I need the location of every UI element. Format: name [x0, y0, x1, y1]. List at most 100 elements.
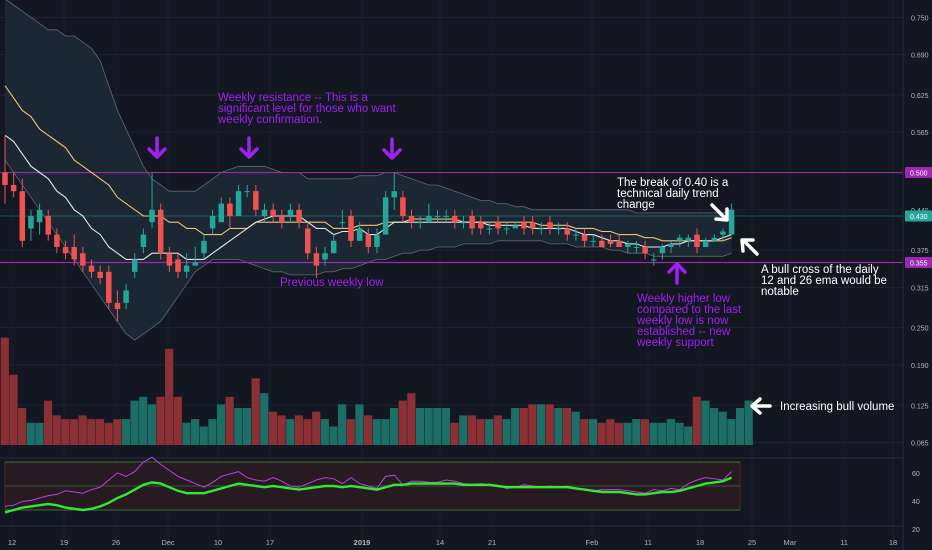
candle-body	[80, 253, 86, 266]
time-axis: 12 19 26 Dec 10 17 2019 14 21 Feb 11 18 25 Mar 11 18	[8, 538, 897, 547]
volume-bar	[614, 422, 624, 445]
annotation-bull-cross: A bull cross of the daily 12 and 26 ema …	[761, 264, 887, 298]
candle-body	[478, 222, 484, 229]
arrow-down-icon	[382, 137, 402, 160]
candle-body	[140, 234, 147, 248]
volume-bar	[294, 415, 303, 445]
volume-bar	[260, 393, 269, 445]
candle-body	[685, 237, 692, 241]
candle-body	[132, 259, 138, 272]
candle-body	[434, 215, 441, 217]
candle-body	[616, 240, 622, 248]
price-tick-label: 0.625	[911, 93, 929, 100]
volume-bar	[415, 408, 425, 445]
time-tick-label: Dec	[161, 538, 175, 547]
volume-bar	[459, 415, 468, 445]
volume-bar	[156, 396, 165, 445]
candle-body	[166, 253, 173, 266]
candle-body	[2, 172, 8, 185]
candle-body	[443, 215, 449, 217]
volume-bar	[684, 426, 693, 445]
candle-body	[564, 228, 570, 235]
volume-bar	[571, 411, 580, 445]
volume-bar	[338, 404, 347, 445]
candle-body	[106, 271, 112, 303]
candle-body	[503, 228, 510, 230]
candle-body	[183, 265, 190, 272]
volume-bar	[165, 348, 174, 445]
volume-bar	[701, 400, 710, 445]
candle-body	[728, 209, 735, 235]
candle-body	[486, 228, 493, 230]
time-tick-label: 2019	[354, 538, 371, 547]
candle-body	[322, 253, 328, 260]
volume-bar	[113, 419, 122, 445]
candle-body	[244, 191, 250, 193]
arrow-diagonal-icon	[710, 203, 729, 222]
annotation-previous-weekly-low: Previous weekly low	[280, 277, 384, 289]
volume-bar	[727, 419, 736, 445]
time-tick-label: 18	[889, 538, 897, 547]
volume-bar	[0, 337, 9, 445]
annotation-arrows	[147, 136, 772, 415]
candle-body	[175, 259, 181, 272]
time-tick-label: 26	[112, 538, 120, 547]
candle-body	[149, 209, 155, 223]
time-tick-label: 17	[266, 538, 274, 547]
volume-bar	[692, 396, 701, 445]
volume-bar	[277, 415, 286, 445]
volume-bar	[511, 408, 520, 445]
volume-bar	[502, 419, 511, 445]
candle-body	[62, 247, 69, 254]
candle-body	[460, 222, 467, 224]
arrow-left-icon	[750, 397, 772, 415]
time-tick-label: Mar	[784, 538, 797, 547]
candle-body	[720, 231, 726, 235]
arrow-diagonal-icon	[740, 238, 759, 256]
candle-body	[97, 271, 103, 279]
price-badge-label: 0.500	[910, 170, 928, 177]
volume-bar	[18, 408, 27, 445]
candle-body	[348, 215, 354, 241]
volume-bar	[242, 408, 252, 445]
volume-bar	[658, 422, 667, 445]
candle-body	[71, 247, 77, 260]
volume-bar	[104, 422, 113, 445]
candle-body	[417, 222, 423, 224]
candle-body	[114, 302, 121, 310]
annotation-weekly-resistance: Weekly resistance -- This is a significa…	[218, 92, 396, 126]
volume-bar	[735, 408, 745, 445]
candle-body	[253, 191, 259, 210]
candle-body	[651, 259, 657, 261]
volume-bar	[372, 419, 381, 445]
volume-bar	[562, 408, 572, 445]
volume-bar	[640, 419, 649, 445]
candle-body	[19, 191, 26, 241]
price-tick-label: 0.690	[911, 53, 929, 60]
volume-bar	[537, 404, 546, 445]
candle-body	[599, 240, 605, 248]
candle-body	[590, 240, 596, 242]
volume-bar	[43, 400, 53, 445]
candle-body	[374, 234, 380, 248]
volume-bar	[467, 415, 476, 445]
volume-bar	[441, 408, 451, 445]
volume-bar	[225, 396, 234, 445]
volume-bar	[355, 404, 364, 445]
volume-bar	[251, 378, 260, 445]
candle-body	[581, 234, 588, 241]
price-tick-label: 0.565	[911, 130, 929, 137]
candle-body	[426, 215, 432, 223]
time-tick-label: 10	[214, 538, 222, 547]
candle-body	[313, 253, 320, 266]
candle-body	[201, 240, 207, 254]
time-tick-label: 25	[748, 538, 756, 547]
candlesticks	[2, 135, 735, 322]
volume-bar	[78, 415, 87, 445]
candle-body	[668, 243, 674, 248]
candle-body	[391, 191, 397, 198]
candle-body	[192, 262, 199, 266]
candle-body	[88, 265, 95, 272]
price-tick-label: 0.250	[911, 326, 929, 333]
